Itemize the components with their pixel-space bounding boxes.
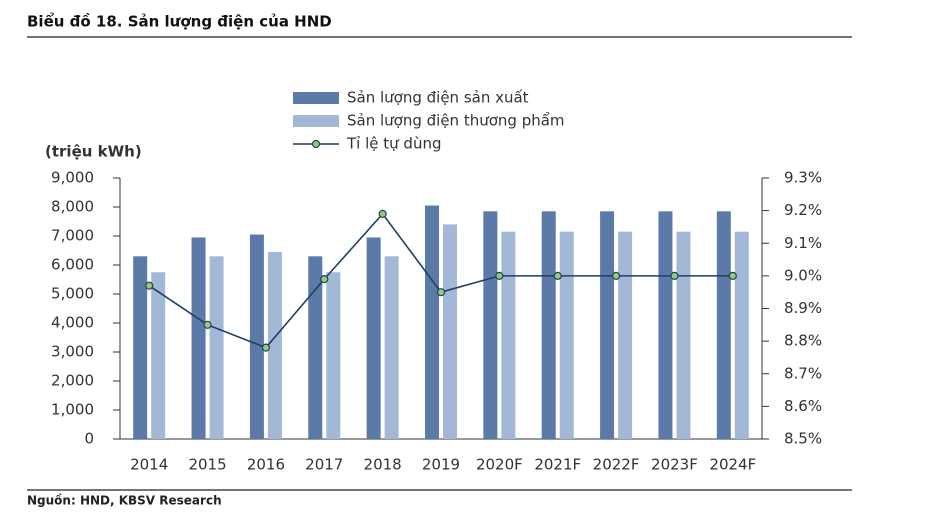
bar <box>716 211 731 439</box>
y-tick-label: 5,000 <box>51 285 94 303</box>
bar <box>384 256 399 439</box>
y-tick-label: 8,000 <box>51 198 94 216</box>
y-tick-label: 2,000 <box>51 372 94 390</box>
legend-label: Sản lượng điện thương phẩm <box>347 112 565 130</box>
marker <box>553 271 562 280</box>
line <box>148 212 733 349</box>
bar <box>209 256 224 439</box>
bar <box>366 237 381 439</box>
y2-tick-label: 9.2% <box>784 201 822 219</box>
bar <box>151 272 166 439</box>
x-tick-label: 2021F <box>534 456 581 474</box>
x-tick-label: 2020F <box>476 456 523 474</box>
bar <box>676 231 691 439</box>
bar <box>618 231 633 439</box>
marker <box>436 288 446 297</box>
bar <box>267 251 282 439</box>
y-tick-label: 1,000 <box>51 401 94 419</box>
bar <box>559 231 574 439</box>
bar <box>326 272 341 439</box>
x-tick-label: 2019 <box>422 456 460 474</box>
x-tick-label: 2016 <box>247 456 285 474</box>
bar <box>600 211 615 439</box>
bar <box>483 211 498 439</box>
legend-swatch <box>293 115 339 127</box>
bar <box>425 205 439 439</box>
y2-tick-label: 8.5% <box>784 430 822 448</box>
marker <box>203 320 212 329</box>
y-axis-label: (triệu kWh) <box>45 143 142 161</box>
bar <box>734 231 749 439</box>
y2-tick-label: 8.7% <box>784 364 822 382</box>
y2-tick-label: 8.9% <box>784 299 822 317</box>
y-tick-label: 6,000 <box>51 256 94 274</box>
bar <box>443 224 457 439</box>
x-tick-label: 2014 <box>130 456 168 474</box>
marker <box>495 271 504 280</box>
bar <box>501 231 516 439</box>
source: Nguồn: HND, KBSV Research <box>27 494 222 508</box>
legend-swatch <box>293 92 339 104</box>
y-tick-label: 9,000 <box>51 169 94 187</box>
x-tick-label: 2024F <box>709 456 756 474</box>
marker <box>320 275 329 284</box>
x-tick-label: 2017 <box>305 456 343 474</box>
legend-label: Tỉ lệ tự dùng <box>346 135 441 153</box>
x-tick-label: 2023F <box>651 456 698 474</box>
bar <box>541 211 556 439</box>
legend-label: Sản lượng điện sản xuất <box>347 89 529 107</box>
y-tick-label: 4,000 <box>51 314 94 332</box>
x-tick-label: 2018 <box>364 456 402 474</box>
y2-tick-label: 9.0% <box>784 266 822 284</box>
bar <box>133 256 148 439</box>
x-tick-label: 2015 <box>188 456 226 474</box>
y-tick-label: 7,000 <box>51 227 94 245</box>
y2-tick-label: 8.8% <box>784 332 822 350</box>
marker <box>611 271 621 280</box>
y2-tick-label: 9.3% <box>784 169 822 187</box>
marker <box>670 271 679 280</box>
bar <box>308 256 323 439</box>
x-tick-label: 2022F <box>593 456 640 474</box>
y-tick-label: 3,000 <box>51 343 94 361</box>
y-tick-label: 0 <box>84 430 94 448</box>
marker <box>378 209 387 218</box>
chart-title: Biểu đồ 18. Sản lượng điện của HND <box>27 12 332 31</box>
y2-tick-label: 8.6% <box>784 397 822 415</box>
marker <box>728 271 737 280</box>
marker <box>145 281 154 290</box>
y2-tick-label: 9.1% <box>784 234 822 252</box>
legend-marker <box>311 139 321 149</box>
bar <box>658 211 673 439</box>
bar <box>191 237 206 439</box>
bar <box>249 234 264 439</box>
marker <box>261 343 271 352</box>
